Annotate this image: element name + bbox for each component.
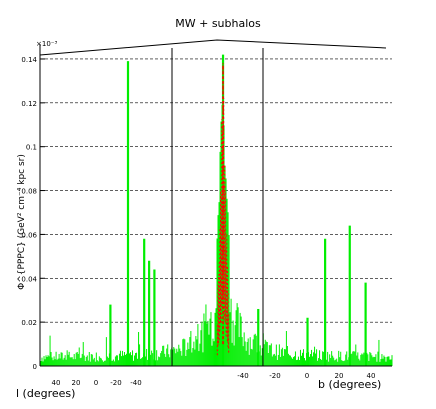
exponent-label: ×10⁻³: [36, 40, 57, 48]
x-axis-label-b: b (degrees): [318, 378, 381, 391]
y-tick-labels: 0 0.02 0.04 0.06 0.08 0.1 0.12 0.14: [21, 56, 37, 371]
chart-title: MW + subhalos: [175, 17, 261, 30]
y-tick-label-2: 0.04: [21, 275, 37, 283]
x-tick-label-l-3: -20: [110, 379, 121, 387]
top-frame-line: [39, 39, 387, 56]
x-tick-label-b-2: 0: [305, 372, 309, 380]
y-tick-label-5: 0.1: [26, 144, 37, 152]
x-tick-label-b-4: 40: [367, 372, 376, 380]
x-tick-labels: 40 20 0 -20 -40 -40 -20 0 20 40: [52, 372, 376, 387]
y-tick-label-3: 0.06: [21, 231, 37, 239]
y-tick-label-4: 0.08: [21, 188, 37, 196]
y-tick-label-7: 0.14: [21, 56, 37, 64]
x-tick-label-l-1: 20: [72, 379, 81, 387]
x-tick-label-l-0: 40: [52, 379, 61, 387]
y-tick-label-0: 0: [33, 363, 37, 371]
x-tick-label-l-4: -40: [130, 379, 141, 387]
x-tick-label-b-0: -40: [237, 372, 248, 380]
y-tick-label-6: 0.12: [21, 100, 37, 108]
y-tick-label-1: 0.02: [21, 319, 37, 327]
series-green: [39, 54, 393, 366]
x-tick-label-l-2: 0: [94, 379, 98, 387]
x-axis-label-l: l (degrees): [16, 387, 75, 400]
series-red: [216, 63, 230, 356]
x-tick-label-b-1: -20: [269, 372, 280, 380]
x-tick-label-b-3: 20: [335, 372, 344, 380]
y-axis-label: Φ^{PPPC} (GeV² cm⁻⁴ kpc sr): [17, 154, 27, 290]
